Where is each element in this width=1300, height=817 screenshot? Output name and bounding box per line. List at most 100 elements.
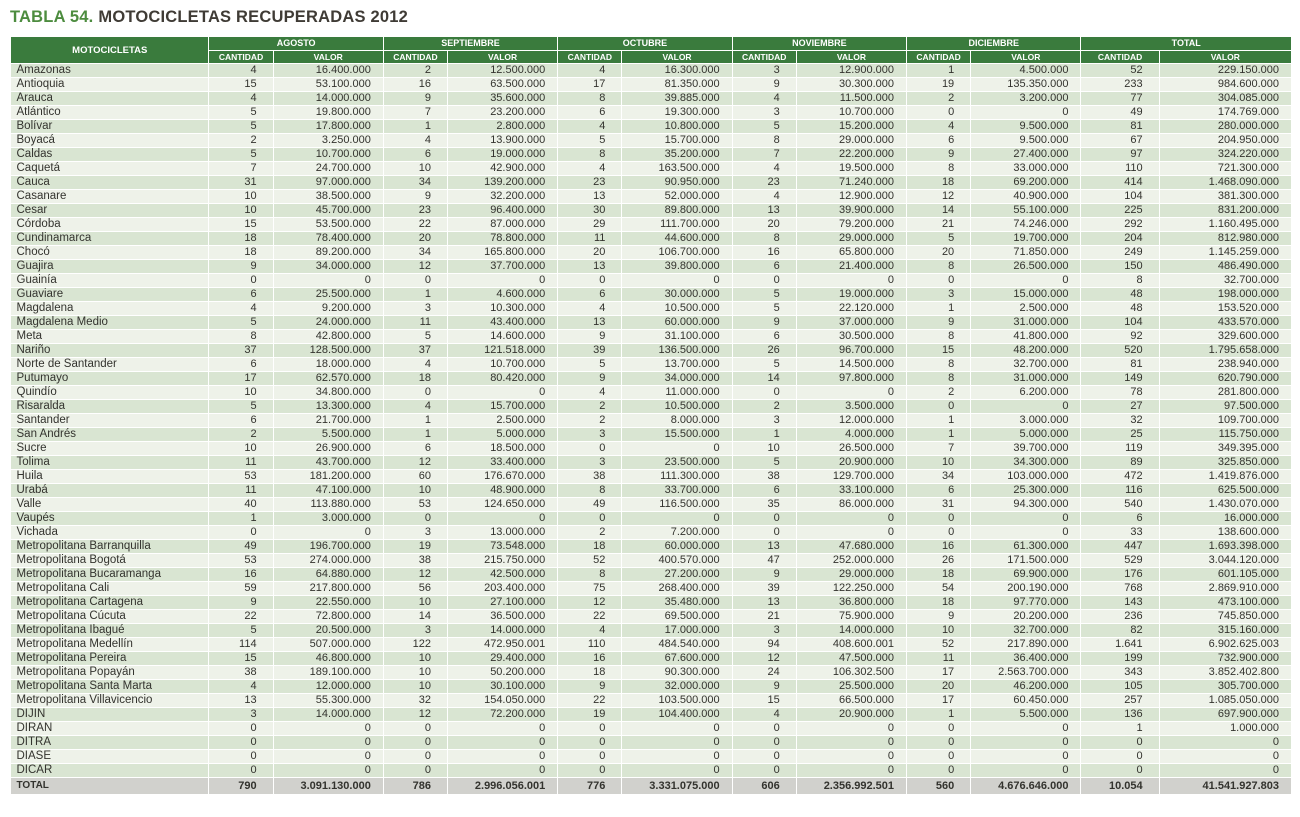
cantidad-cell: 32 (1080, 413, 1160, 428)
cantidad-cell: 81 (1080, 357, 1160, 372)
cantidad-cell: 37 (208, 343, 274, 358)
cantidad-cell: 5 (208, 105, 274, 120)
valor-cell: 23.200.000 (447, 105, 559, 120)
valor-cell: 135.350.000 (970, 77, 1082, 92)
valor-cell: 79.200.000 (796, 217, 908, 232)
cantidad-cell: 35 (732, 497, 797, 512)
cantidad-cell: 12 (383, 567, 448, 582)
valor-cell: 0 (273, 525, 384, 540)
group-header-octubre: OCTUBRE (557, 36, 733, 51)
report-page: TABLA 54. MOTOCICLETAS RECUPERADAS 2012 M… (9, 8, 1293, 795)
cantidad-cell: 16 (732, 245, 797, 260)
valor-cell: 4.000.000 (796, 427, 908, 442)
cantidad-cell: 0 (557, 763, 623, 778)
valor-cell: 324.220.000 (1159, 147, 1293, 162)
valor-cell: 831.200.000 (1159, 203, 1293, 218)
table-row: Vichada 0 0 3 13.000.000 2 7.200.000 0 0 0 0 33 138.… (10, 525, 1293, 540)
valor-cell: 0 (796, 273, 908, 288)
valor-cell: 16.400.000 (273, 63, 384, 78)
table-row: Magdalena Medio 5 24.000.000 11 43.400.000 13… (10, 315, 1293, 330)
valor-cell: 21.700.000 (273, 413, 384, 428)
valor-cell: 35.480.000 (621, 595, 733, 610)
cantidad-cell: 53 (383, 497, 448, 512)
row-name: Norte de Santander (10, 357, 210, 372)
valor-cell: 37.700.000 (447, 259, 559, 274)
cantidad-cell: 8 (208, 329, 274, 344)
cantidad-cell: 27 (1080, 399, 1160, 414)
valor-cell: 32.200.000 (447, 189, 559, 204)
valor-cell: 32.700.000 (970, 623, 1082, 638)
row-name: Tolima (10, 455, 210, 470)
valor-cell: 20.200.000 (970, 609, 1082, 624)
valor-cell: 104.400.000 (621, 707, 733, 722)
cantidad-cell: 4 (383, 133, 448, 148)
valor-cell: 46.800.000 (273, 651, 384, 666)
valor-cell: 163.500.000 (621, 161, 733, 176)
cantidad-cell: 8 (557, 483, 623, 498)
valor-cell: 87.000.000 (447, 217, 559, 232)
table-row: Antioquia 15 53.100.000 16 63.500.000 17 81.35… (10, 77, 1293, 92)
valor-cell: 0 (273, 721, 384, 736)
table-row: Cauca 31 97.000.000 34 139.200.000 23 90.950.0… (10, 175, 1293, 190)
table-row: Metropolitana Cali 59 217.800.000 56 203.400… (10, 581, 1293, 596)
valor-cell: 16.300.000 (621, 63, 733, 78)
cantidad-cell: 0 (557, 735, 623, 750)
cantidad-cell: 6 (732, 483, 797, 498)
valor-cell: 115.750.000 (1159, 427, 1293, 442)
cantidad-cell: 8 (906, 371, 972, 386)
cantidad-cell: 11 (208, 455, 274, 470)
cantidad-cell: 16 (906, 539, 972, 554)
valor-cell: 0 (970, 525, 1082, 540)
valor-cell: 154.050.000 (447, 693, 559, 708)
cantidad-cell: 4 (732, 189, 797, 204)
cantidad-cell: 31 (906, 497, 972, 512)
cantidad-cell: 24 (732, 665, 797, 680)
cantidad-cell: 19 (557, 707, 623, 722)
cantidad-cell: 34 (906, 469, 972, 484)
valor-cell: 45.700.000 (273, 203, 384, 218)
cantidad-cell: 8 (906, 357, 972, 372)
cantidad-cell: 11 (557, 231, 623, 246)
cantidad-cell: 0 (732, 763, 797, 778)
valor-cell: 20.900.000 (796, 455, 908, 470)
cantidad-cell: 23 (732, 175, 797, 190)
cantidad-cell: 12 (383, 259, 448, 274)
valor-cell: 484.540.000 (621, 637, 733, 652)
valor-cell: 13.900.000 (447, 133, 559, 148)
cantidad-cell: 0 (208, 735, 274, 750)
valor-cell: 61.300.000 (970, 539, 1082, 554)
valor-cell: 325.850.000 (1159, 455, 1293, 470)
valor-cell: 12.000.000 (796, 413, 908, 428)
cantidad-cell: 1 (208, 511, 274, 526)
cantidad-cell: 4 (383, 399, 448, 414)
valor-cell: 14.600.000 (447, 329, 559, 344)
valor-cell: 0 (796, 749, 908, 764)
total-cantidad-cell: 776 (557, 777, 623, 795)
cantidad-cell: 33 (1080, 525, 1160, 540)
cantidad-cell: 13 (732, 203, 797, 218)
row-name: Caquetá (10, 161, 210, 176)
valor-cell: 136.500.000 (621, 343, 733, 358)
cantidad-cell: 10 (208, 189, 274, 204)
cantidad-cell: 8 (557, 567, 623, 582)
cantidad-cell: 15 (732, 693, 797, 708)
cantidad-cell: 4 (208, 679, 274, 694)
cantidad-cell: 768 (1080, 581, 1160, 596)
cantidad-cell: 7 (906, 441, 972, 456)
cantidad-cell: 9 (732, 679, 797, 694)
cantidad-cell: 20 (557, 245, 623, 260)
table-row: Arauca 4 14.000.000 9 35.600.000 8 39.885.000 4… (10, 91, 1293, 106)
cantidad-cell: 0 (557, 721, 623, 736)
valor-cell: 198.000.000 (1159, 287, 1293, 302)
cantidad-cell: 21 (906, 217, 972, 232)
table-title-label: MOTOCICLETAS RECUPERADAS 2012 (98, 8, 408, 26)
cantidad-cell: 0 (1080, 749, 1160, 764)
cantidad-cell: 8 (906, 161, 972, 176)
valor-cell: 7.200.000 (621, 525, 733, 540)
row-name: DITRA (10, 735, 210, 750)
row-name: Guainía (10, 273, 210, 288)
cantidad-cell: 18 (557, 539, 623, 554)
valor-cell: 0 (796, 385, 908, 400)
cantidad-cell: 22 (557, 693, 623, 708)
valor-cell: 10.700.000 (273, 147, 384, 162)
